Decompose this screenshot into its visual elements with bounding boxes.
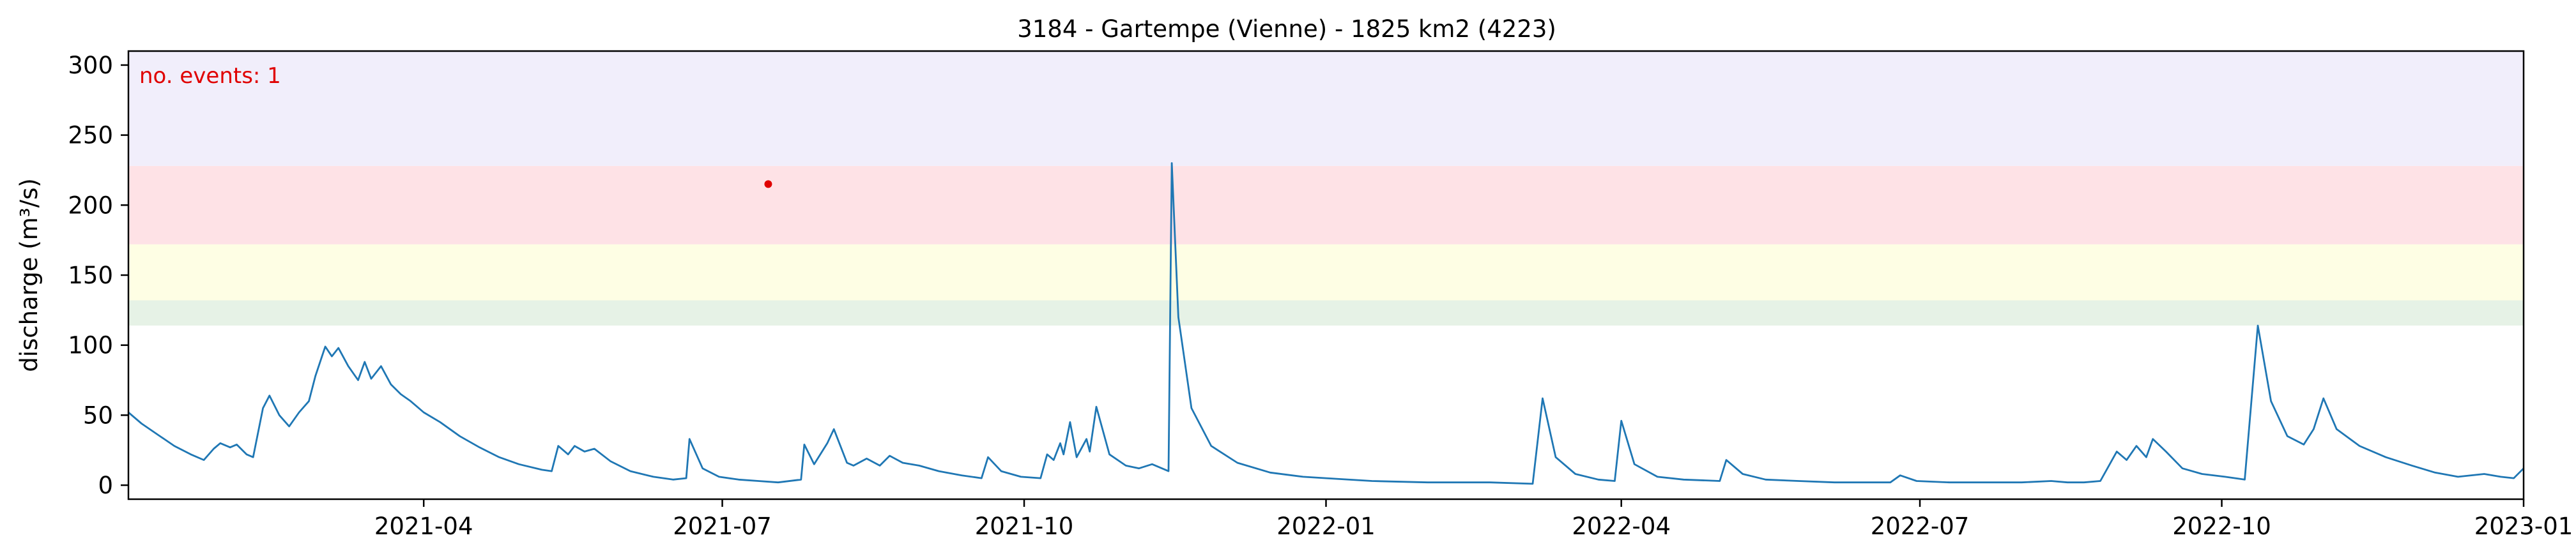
y-tick-label: 0: [98, 472, 113, 499]
event-marker: [764, 180, 772, 188]
y-axis: 0 50 100 150 200 250 300: [68, 52, 128, 499]
threshold-band-4: [128, 51, 2524, 166]
x-tick-label: 2021-04: [374, 513, 473, 540]
x-axis: 2021-04 2021-07 2021-10 2022-01 2022-04 2022-…: [374, 499, 2573, 540]
x-tick-label: 2022-04: [1572, 513, 1671, 540]
x-tick-label: 2022-07: [1871, 513, 1970, 540]
series-layer: [128, 162, 2524, 485]
x-tick-label: 2022-10: [2172, 513, 2271, 540]
y-tick-label: 300: [68, 52, 113, 79]
events-layer: [764, 180, 772, 188]
y-axis-label: discharge (m³/s): [15, 178, 43, 372]
x-tick-label: 2023-01: [2474, 513, 2573, 540]
y-tick-label: 250: [68, 122, 113, 149]
discharge-series-line: [128, 162, 2524, 485]
x-tick-label: 2021-10: [975, 513, 1074, 540]
x-tick-label: 2021-07: [673, 513, 772, 540]
y-tick-label: 100: [68, 332, 113, 359]
chart-title: 3184 - Gartempe (Vienne) - 1825 km2 (422…: [1017, 15, 1556, 43]
threshold-band-3: [128, 165, 2524, 244]
y-tick-label: 200: [68, 192, 113, 219]
threshold-band-2: [128, 244, 2524, 301]
x-tick-label: 2022-01: [1276, 513, 1376, 540]
event-count-annotation: no. events: 1: [139, 63, 281, 89]
y-tick-label: 150: [68, 262, 113, 289]
threshold-band-1: [128, 300, 2524, 326]
threshold-bands: [128, 51, 2524, 326]
y-tick-label: 50: [83, 402, 113, 429]
